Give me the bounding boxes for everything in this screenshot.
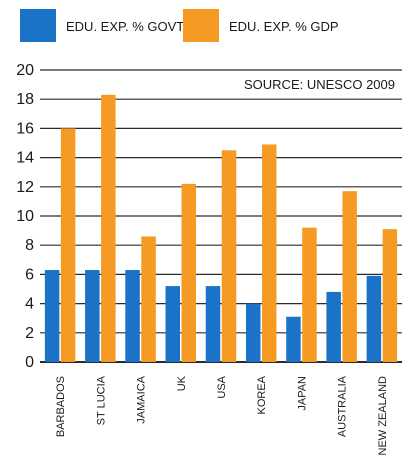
bar-gdp-new-zealand [366,275,382,362]
x-tick-label: USA [216,375,228,398]
y-tick-label: 12 [16,179,34,196]
y-tick-label: 0 [25,354,34,371]
source-note: SOURCE: UNESCO 2009 [244,77,395,92]
bar-govt-new-zealand [382,229,398,362]
y-axis: 0 2 4 6 8 10 12 14 16 18 20 [16,62,34,371]
bar-govt-st-lucia [101,94,116,362]
y-tick-label: 20 [16,62,34,79]
x-tick-label: JAPAN [296,376,308,411]
bar-govt-barbados [60,128,76,362]
bar-govt-jamaica [141,236,156,362]
x-tick-label: KOREA [256,375,268,414]
legend-swatch-gdp [20,9,56,42]
y-tick-label: 8 [25,237,34,254]
bar-govt-japan [302,227,317,362]
legend-swatch-govt [183,9,219,42]
legend-label-govt: EDU. EXP. % GDP [229,19,339,34]
bars [44,94,398,362]
x-tick-label: NEW ZEALAND [377,376,389,456]
bar-govt-australia [342,191,357,362]
x-tick-label: AUSTRALIA [337,375,349,437]
x-tick-label: ST LUCIA [95,375,107,425]
y-tick-label: 18 [16,91,34,108]
bar-gdp-korea [245,303,261,362]
bar-gdp-st-lucia [85,270,100,362]
bar-gdp-uk [165,286,181,362]
y-tick-label: 10 [16,208,34,225]
legend: EDU. EXP. % GOVT. EXP. EDU. EXP. % GDP [20,9,339,42]
bar-govt-korea [261,144,277,362]
bar-gdp-australia [326,291,341,362]
bar-gdp-jamaica [125,270,140,362]
x-axis: BARBADOS ST LUCIA JAMAICA UK USA KOREA JAPAN AU… [55,375,389,455]
bar-govt-uk [181,183,197,362]
y-tick-label: 16 [16,120,34,137]
y-tick-label: 6 [25,266,34,283]
bar-govt-usa [221,150,237,362]
bar-gdp-japan [286,316,301,362]
y-tick-label: 4 [25,296,34,313]
x-tick-label: JAMAICA [136,375,148,423]
grid-lines [40,69,402,363]
bar-gdp-usa [205,286,221,362]
y-tick-label: 2 [25,325,34,342]
x-tick-label: BARBADOS [55,376,67,437]
x-tick-label: UK [176,375,188,391]
y-tick-label: 14 [16,150,34,167]
bar-gdp-barbados [44,270,60,362]
legend-label-gdp: EDU. EXP. % GOVT. EXP. [66,19,218,34]
